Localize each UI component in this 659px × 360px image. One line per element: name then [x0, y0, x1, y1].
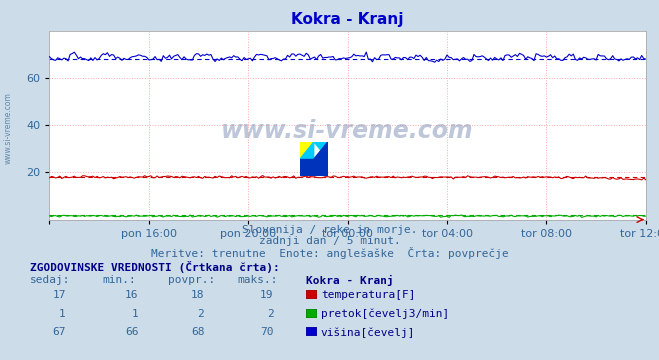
Text: 2: 2 [198, 309, 204, 319]
Text: Slovenija / reke in morje.: Slovenija / reke in morje. [242, 225, 417, 235]
Text: 1: 1 [59, 309, 66, 319]
Text: min.:: min.: [102, 275, 136, 285]
Text: 68: 68 [191, 327, 204, 337]
Text: pretok[čevelj3/min]: pretok[čevelj3/min] [321, 309, 449, 319]
Text: 1: 1 [132, 309, 138, 319]
Text: 17: 17 [53, 290, 66, 300]
Text: Meritve: trenutne  Enote: anglešaške  Črta: povprečje: Meritve: trenutne Enote: anglešaške Črta… [151, 247, 508, 258]
Text: Kokra - Kranj: Kokra - Kranj [306, 275, 394, 287]
Text: 67: 67 [53, 327, 66, 337]
Text: 18: 18 [191, 290, 204, 300]
Text: ZGODOVINSKE VREDNOSTI (Črtkana črta):: ZGODOVINSKE VREDNOSTI (Črtkana črta): [30, 261, 279, 273]
Text: 19: 19 [260, 290, 273, 300]
Text: 16: 16 [125, 290, 138, 300]
Text: višina[čevelj]: višina[čevelj] [321, 327, 415, 338]
Polygon shape [300, 142, 314, 159]
Polygon shape [300, 142, 314, 159]
Text: temperatura[F]: temperatura[F] [321, 290, 415, 300]
Title: Kokra - Kranj: Kokra - Kranj [291, 12, 404, 27]
Text: maks.:: maks.: [237, 275, 277, 285]
Text: 70: 70 [260, 327, 273, 337]
Text: www.si-vreme.com: www.si-vreme.com [3, 92, 13, 164]
Text: www.si-vreme.com: www.si-vreme.com [221, 119, 474, 143]
Text: sedaj:: sedaj: [30, 275, 70, 285]
Polygon shape [314, 142, 328, 159]
Text: zadnji dan / 5 minut.: zadnji dan / 5 minut. [258, 236, 401, 246]
Text: 66: 66 [125, 327, 138, 337]
Text: 2: 2 [267, 309, 273, 319]
Text: povpr.:: povpr.: [168, 275, 215, 285]
Polygon shape [300, 159, 328, 176]
Polygon shape [314, 142, 328, 159]
